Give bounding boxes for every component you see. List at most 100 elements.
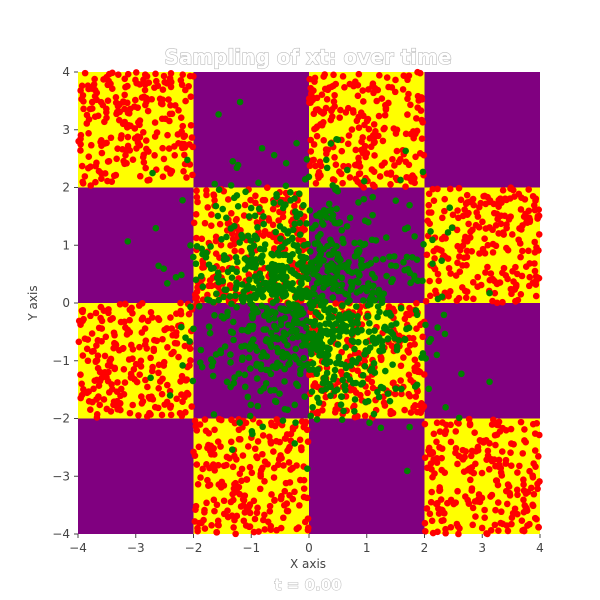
red-point xyxy=(536,431,543,439)
red-point xyxy=(146,176,153,184)
red-point xyxy=(427,498,435,506)
red-point xyxy=(414,68,421,76)
green-point xyxy=(328,240,336,247)
red-point xyxy=(403,310,410,318)
green-point xyxy=(267,343,275,351)
red-point xyxy=(484,447,492,455)
red-point xyxy=(519,450,527,457)
green-point xyxy=(354,313,361,320)
red-point xyxy=(291,488,298,496)
green-point xyxy=(313,212,320,219)
green-point xyxy=(261,312,268,319)
red-point xyxy=(98,175,105,183)
red-point xyxy=(406,341,414,349)
red-point xyxy=(160,155,168,163)
red-point xyxy=(162,115,169,123)
green-point xyxy=(338,416,346,423)
green-point xyxy=(377,383,385,391)
red-point xyxy=(323,96,331,103)
red-point xyxy=(331,91,338,99)
red-point xyxy=(141,325,149,332)
red-point xyxy=(216,220,224,228)
red-point xyxy=(447,438,455,446)
red-point xyxy=(499,424,506,432)
green-point xyxy=(269,363,277,370)
red-point xyxy=(474,444,482,451)
y-tick-label: −2 xyxy=(52,412,70,426)
red-point xyxy=(530,490,538,498)
red-point xyxy=(489,249,497,256)
red-point xyxy=(496,279,504,286)
red-point xyxy=(494,499,502,506)
red-point xyxy=(418,96,426,103)
red-point xyxy=(518,517,526,524)
red-point xyxy=(524,522,531,529)
green-point xyxy=(405,324,413,332)
green-point xyxy=(296,359,303,367)
green-point xyxy=(486,378,493,386)
red-point xyxy=(364,389,371,397)
red-point xyxy=(223,461,230,469)
red-point xyxy=(429,185,437,193)
green-point xyxy=(339,235,346,243)
red-point xyxy=(525,247,532,255)
red-point xyxy=(381,124,388,132)
red-point xyxy=(266,502,274,510)
red-point xyxy=(143,345,151,352)
green-point xyxy=(433,351,441,359)
red-point xyxy=(197,474,204,481)
green-point xyxy=(351,407,358,415)
red-point xyxy=(532,281,540,288)
red-point xyxy=(96,401,104,409)
red-point xyxy=(313,132,321,140)
green-point xyxy=(392,385,399,392)
red-point xyxy=(139,128,147,136)
green-point xyxy=(333,281,340,289)
green-point xyxy=(346,214,354,222)
red-point xyxy=(476,250,483,257)
red-point xyxy=(151,133,159,140)
red-point xyxy=(81,335,89,342)
red-point xyxy=(474,283,481,291)
green-point xyxy=(419,277,426,285)
red-point xyxy=(151,152,158,159)
green-point xyxy=(209,372,217,380)
red-point xyxy=(465,415,473,423)
red-point xyxy=(155,316,163,324)
red-point xyxy=(230,524,237,531)
green-point xyxy=(326,320,333,328)
red-point xyxy=(159,86,167,93)
red-point xyxy=(194,480,202,488)
red-point xyxy=(439,214,446,222)
red-point xyxy=(459,262,466,269)
green-point xyxy=(289,334,297,342)
green-point xyxy=(218,313,225,320)
red-point xyxy=(167,402,175,410)
green-point xyxy=(202,253,210,261)
green-point xyxy=(258,274,265,282)
green-point xyxy=(298,260,306,268)
red-point xyxy=(397,377,404,384)
red-point xyxy=(191,518,199,525)
green-point xyxy=(319,349,326,357)
red-point xyxy=(275,456,283,463)
green-point xyxy=(261,241,269,248)
red-point xyxy=(417,409,424,417)
red-point xyxy=(114,145,121,152)
red-point xyxy=(232,530,239,538)
green-point xyxy=(295,190,303,197)
red-point xyxy=(534,485,541,493)
red-point xyxy=(413,115,420,122)
red-point xyxy=(240,212,248,219)
green-point xyxy=(268,308,276,315)
green-point xyxy=(330,373,338,380)
red-point xyxy=(126,409,134,417)
green-point xyxy=(446,204,454,211)
green-point xyxy=(343,223,351,230)
red-point xyxy=(306,162,314,170)
green-point xyxy=(306,207,314,214)
red-point xyxy=(487,493,494,500)
red-point xyxy=(355,154,362,162)
red-point xyxy=(199,465,207,473)
red-point xyxy=(364,115,372,123)
